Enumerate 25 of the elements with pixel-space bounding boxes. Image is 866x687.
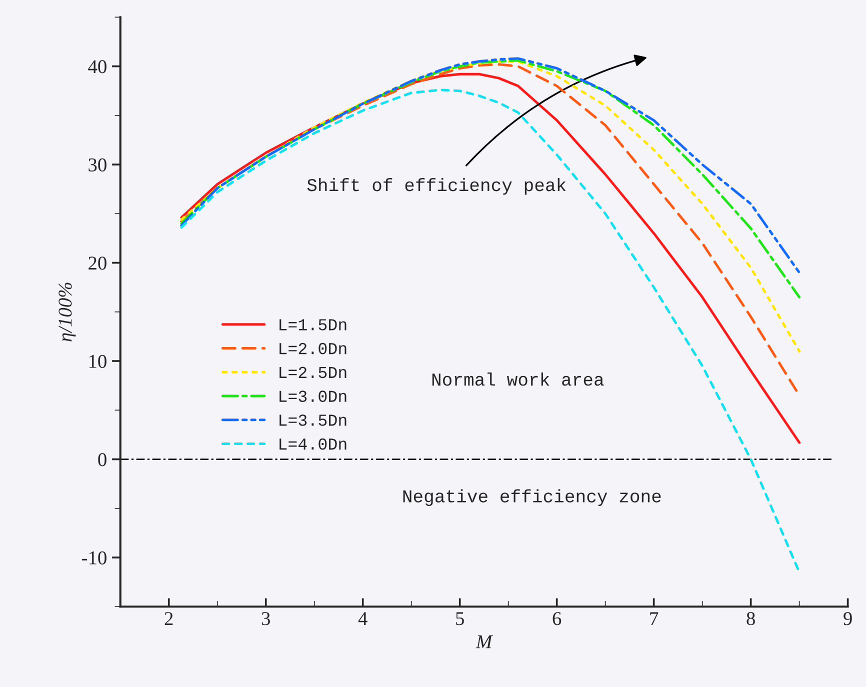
legend-label: L=3.5Dn [280, 414, 346, 426]
legend-label: L=1.5Dn [280, 319, 346, 330]
annotation: Negative efficiency zone [403, 489, 661, 506]
x-tick-label: 8 [746, 612, 755, 626]
annotation: Shift of efficiency peak [307, 178, 566, 195]
x-tick-label: 6 [552, 612, 562, 626]
y-tick-label: 0 [98, 453, 106, 466]
x-tick-label: 3 [262, 612, 270, 626]
x-tick-label: 2 [164, 612, 173, 625]
legend-label: L=2.0Dn [280, 342, 346, 354]
y-tick-label: 10 [89, 354, 106, 368]
y-axis-title: η/100% [58, 282, 76, 342]
x-axis-title: M [476, 635, 494, 648]
annotation: Normal work area [432, 372, 604, 386]
y-tick-label: 40 [88, 60, 106, 74]
legend-label: L=3.0Dn [280, 390, 346, 402]
x-tick-label: 4 [358, 612, 368, 625]
x-tick-label: 9 [844, 612, 852, 626]
legend-label: L=4.0Dn [280, 438, 346, 450]
x-tick-label: 7 [650, 612, 658, 625]
legend-label: L=2.5Dn [280, 366, 346, 378]
y-tick-label: 20 [88, 256, 106, 270]
y-tick-label: 30 [88, 158, 106, 172]
y-tick-label: -10 [82, 551, 106, 564]
x-tick-label: 5 [456, 612, 464, 626]
